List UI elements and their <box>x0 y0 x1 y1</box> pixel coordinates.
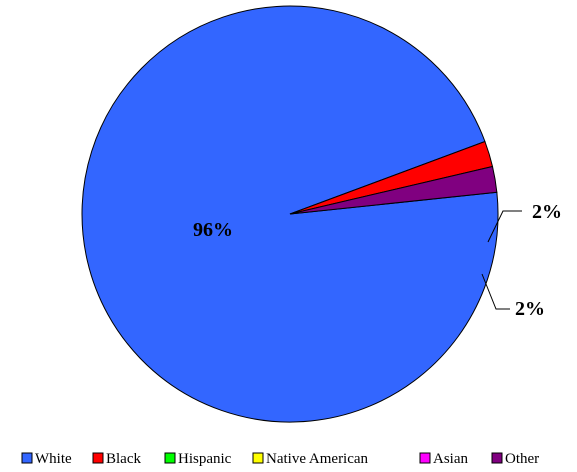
data-label-white: 96% <box>193 219 233 241</box>
legend-swatch-asian <box>419 452 431 464</box>
leader-lines <box>481 210 522 310</box>
legend-item-white: White <box>21 451 72 467</box>
legend-item-hispanic: Hispanic <box>164 451 232 467</box>
legend-item-black: Black <box>92 451 141 467</box>
legend-swatch-other <box>491 452 503 464</box>
legend-swatch-black <box>92 452 104 464</box>
legend-label-white: White <box>35 451 72 467</box>
pie-slices <box>81 5 499 423</box>
data-labels: 96% 2% 2% <box>193 201 562 320</box>
legend-label-native-american: Native American <box>266 451 369 467</box>
legend-item-asian: Asian <box>419 451 468 467</box>
leader-line-other <box>481 273 510 310</box>
legend-swatch-hispanic <box>164 452 176 464</box>
legend-label-other: Other <box>505 451 539 467</box>
data-label-other: 2% <box>515 298 545 320</box>
legend-label-hispanic: Hispanic <box>178 451 232 467</box>
legend-item-other: Other <box>491 451 539 467</box>
legend-swatch-native-american <box>252 452 264 464</box>
leader-line-black <box>487 210 522 243</box>
legend: White Black Hispanic Native American Asian Ot… <box>21 451 539 467</box>
slice-other <box>289 165 498 215</box>
data-label-black: 2% <box>532 201 562 223</box>
legend-label-asian: Asian <box>433 451 468 467</box>
legend-swatch-white <box>21 452 33 464</box>
legend-label-black: Black <box>106 451 141 467</box>
legend-item-native-american: Native American <box>252 451 369 467</box>
